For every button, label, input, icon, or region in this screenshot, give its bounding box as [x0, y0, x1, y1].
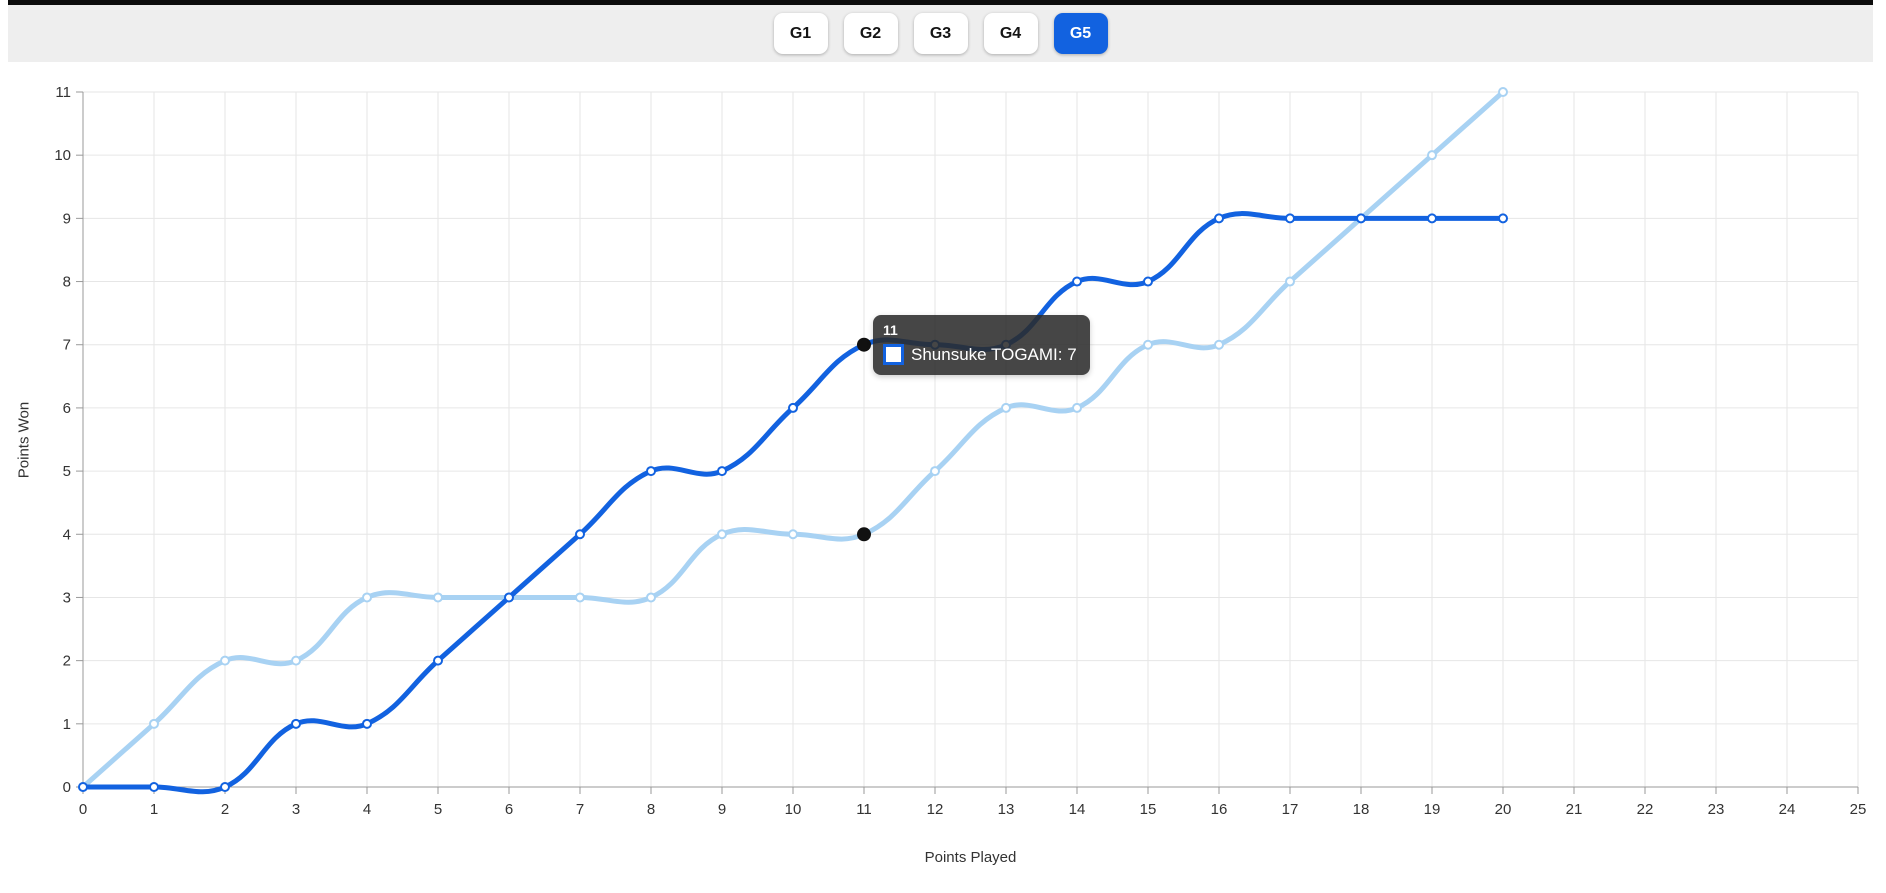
game-buttons: G1 G2 G3 G4 G5: [773, 13, 1108, 54]
game-tab-g3[interactable]: G3: [913, 13, 968, 54]
tooltip-series-text: Shunsuke TOGAMI: 7: [911, 344, 1077, 364]
svg-text:3: 3: [292, 801, 300, 818]
game-tab-g5[interactable]: G5: [1053, 13, 1108, 54]
svg-text:4: 4: [63, 526, 71, 543]
svg-text:20: 20: [1495, 801, 1512, 818]
svg-text:1: 1: [150, 801, 158, 818]
svg-text:16: 16: [1211, 801, 1228, 818]
x-axis-title: Points Played: [924, 849, 1017, 866]
svg-text:7: 7: [63, 337, 71, 354]
chart-tooltip: 11 Shunsuke TOGAMI: 7: [873, 314, 1090, 375]
svg-text:4: 4: [363, 801, 371, 818]
svg-text:24: 24: [1779, 801, 1796, 818]
game-tab-g4[interactable]: G4: [983, 13, 1038, 54]
svg-text:15: 15: [1140, 801, 1157, 818]
svg-text:0: 0: [63, 779, 71, 796]
svg-text:8: 8: [63, 274, 71, 291]
svg-text:0: 0: [79, 801, 87, 818]
svg-text:1: 1: [63, 716, 71, 733]
svg-text:2: 2: [63, 653, 71, 670]
svg-text:10: 10: [54, 147, 71, 164]
svg-text:14: 14: [1069, 801, 1086, 818]
svg-text:25: 25: [1850, 801, 1867, 818]
svg-text:6: 6: [505, 801, 513, 818]
svg-text:13: 13: [998, 801, 1015, 818]
svg-text:5: 5: [434, 801, 442, 818]
svg-text:17: 17: [1282, 801, 1299, 818]
tooltip-title: 11: [883, 321, 898, 338]
game-tab-g2[interactable]: G2: [843, 13, 898, 54]
top-strip: [8, 0, 1873, 5]
svg-text:3: 3: [63, 589, 71, 606]
svg-text:7: 7: [576, 801, 584, 818]
svg-text:6: 6: [63, 400, 71, 417]
svg-text:8: 8: [647, 801, 655, 818]
game-tab-g1[interactable]: G1: [773, 13, 828, 54]
svg-text:10: 10: [785, 801, 802, 818]
svg-text:11: 11: [856, 801, 872, 818]
svg-text:12: 12: [927, 801, 944, 818]
svg-text:18: 18: [1353, 801, 1370, 818]
svg-text:23: 23: [1708, 801, 1725, 818]
svg-text:19: 19: [1424, 801, 1441, 818]
svg-text:22: 22: [1637, 801, 1654, 818]
svg-text:9: 9: [63, 210, 71, 227]
svg-text:21: 21: [1566, 801, 1583, 818]
tooltip-row: Shunsuke TOGAMI: 7: [883, 343, 1077, 365]
svg-text:2: 2: [221, 801, 229, 818]
tooltip-series-swatch: [883, 343, 904, 365]
svg-text:5: 5: [63, 463, 71, 480]
svg-text:9: 9: [718, 801, 726, 818]
svg-text:11: 11: [55, 84, 71, 101]
y-axis-title: Points Won: [15, 401, 33, 479]
game-selector-bar: G1 G2 G3 G4 G5: [8, 5, 1873, 62]
